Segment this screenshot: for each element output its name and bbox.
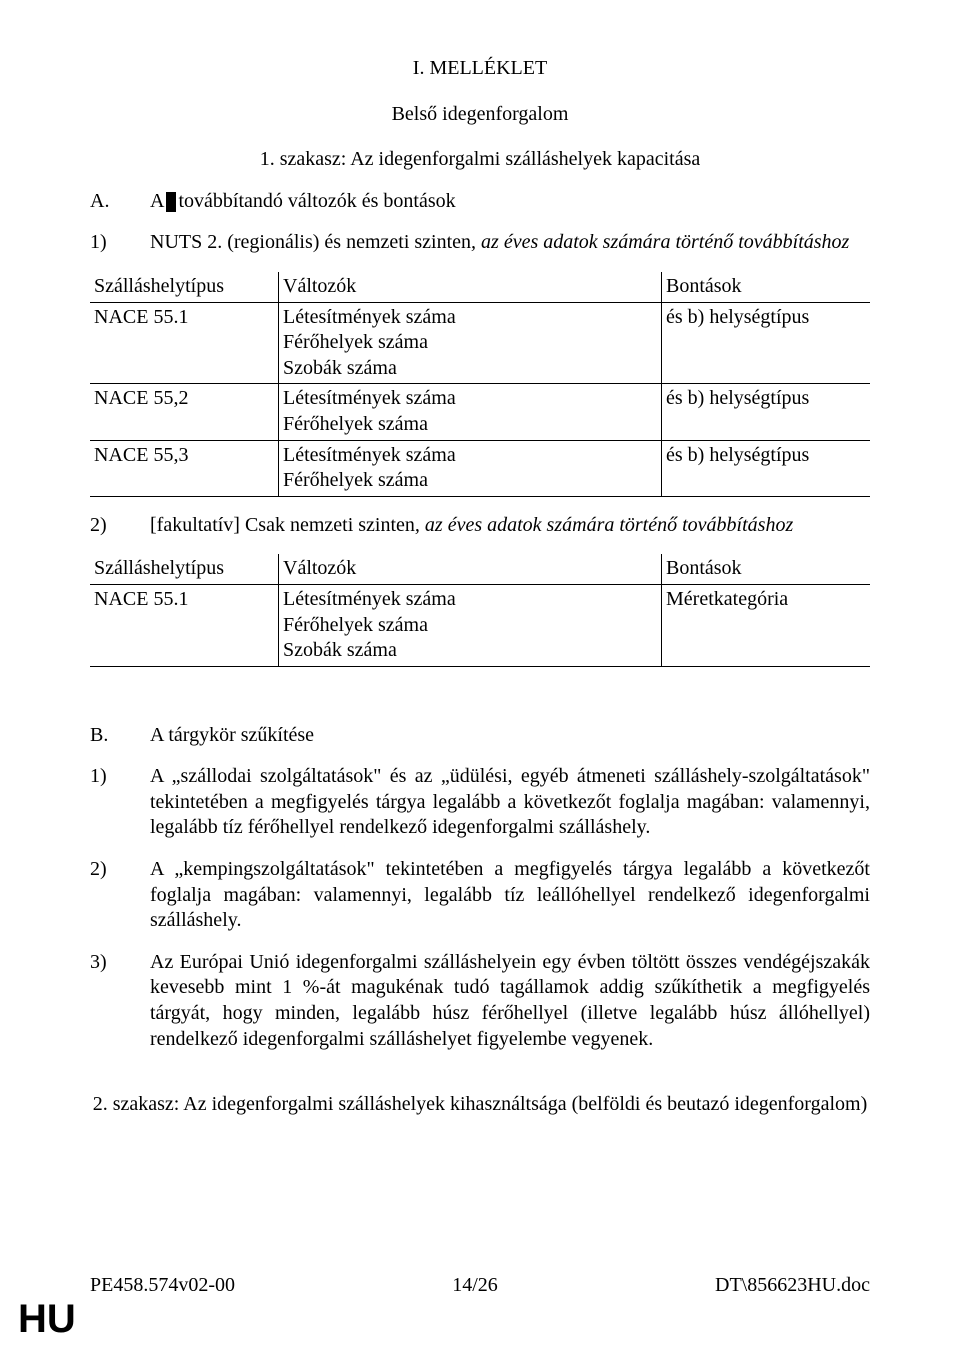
t1-h2: Változók — [279, 272, 662, 302]
language-code: HU — [18, 1294, 76, 1345]
a-item-2-body: [fakultatív] Csak nemzeti szinten, az év… — [150, 513, 870, 539]
a-item-1-num: 1) — [90, 230, 114, 256]
a-text-before: A — [150, 190, 164, 212]
t2-r0-c1: NACE 55.1 — [90, 584, 279, 666]
section-a-text: Atovábbítandó változók és bontások — [150, 189, 456, 215]
t1-r0-c2c: Szobák száma — [283, 356, 657, 382]
t2-h3: Bontások — [662, 554, 871, 584]
footer-center: 14/26 — [452, 1273, 498, 1299]
a-item-2: 2) [fakultatív] Csak nemzeti szinten, az… — [90, 513, 870, 539]
b-item-1-num: 1) — [90, 764, 114, 790]
b-item-1-body: A „szállodai szolgáltatások" és az „üdül… — [150, 764, 870, 841]
a-item-1: 1) NUTS 2. (regionális) és nemzeti szint… — [90, 230, 870, 256]
b-item-3-num: 3) — [90, 950, 114, 976]
footer-right: DT\856623HU.doc — [715, 1273, 870, 1299]
b-item-3: 3) Az Európai Unió idegenforgalmi szállá… — [90, 950, 870, 1052]
section1-title: 1. szakasz: Az idegenforgalmi szálláshel… — [90, 147, 870, 173]
t1-r0-c2b: Férőhelyek száma — [283, 330, 657, 356]
footer-left: PE458.574v02-00 — [90, 1273, 235, 1299]
t1-r2-c2b: Férőhelyek száma — [283, 468, 657, 494]
t2-r0-c2: Létesítmények száma Férőhelyek száma Szo… — [279, 584, 662, 666]
a-text-after: továbbítandó változók és bontások — [178, 190, 455, 212]
t1-h3: Bontások — [662, 272, 871, 302]
redaction-box-icon — [166, 192, 176, 212]
t1-r1-c2: Létesítmények száma Férőhelyek száma — [279, 384, 662, 440]
b-item-3-body: Az Európai Unió idegenforgalmi szálláshe… — [150, 950, 870, 1052]
letter-b: B. — [90, 723, 114, 749]
annex-title: I. MELLÉKLET — [90, 56, 870, 82]
a-item-2-num: 2) — [90, 513, 114, 539]
t2-h1: Szálláshelytípus — [90, 554, 279, 584]
annex-subtitle: Belső idegenforgalom — [90, 102, 870, 128]
t1-r2-c1: NACE 55,3 — [90, 440, 279, 496]
section2-title: 2. szakasz: Az idegenforgalmi szálláshel… — [90, 1092, 870, 1118]
t2-h2: Változók — [279, 554, 662, 584]
b-item-1: 1) A „szállodai szolgáltatások" és az „ü… — [90, 764, 870, 841]
t2-r0-c2a: Létesítmények száma — [283, 587, 657, 613]
t1-r0-c3: és b) helységtípus — [662, 302, 871, 384]
b-item-2-num: 2) — [90, 857, 114, 883]
a-item-1-plain: NUTS 2. (regionális) és nemzeti szinten — [150, 231, 471, 253]
t1-r1-c1: NACE 55,2 — [90, 384, 279, 440]
t2-r0-c3: Méretkategória — [662, 584, 871, 666]
t1-h1: Szálláshelytípus — [90, 272, 279, 302]
letter-a: A. — [90, 189, 114, 215]
t2-r0-c2c: Szobák száma — [283, 638, 657, 664]
a-item-2-plain: [fakultatív] Csak nemzeti szinten — [150, 514, 415, 536]
t1-r0-c1: NACE 55.1 — [90, 302, 279, 384]
t1-r1-c2a: Létesítmények száma — [283, 386, 657, 412]
t1-r0-c2a: Létesítmények száma — [283, 305, 657, 331]
t1-r0-c2: Létesítmények száma Férőhelyek száma Szo… — [279, 302, 662, 384]
section-b-heading: B. A tárgykör szűkítése — [90, 723, 870, 749]
section-b-text: A tárgykör szűkítése — [150, 723, 314, 749]
b-item-2: 2) A „kempingszolgáltatások" tekintetébe… — [90, 857, 870, 934]
section-a-heading: A. Atovábbítandó változók és bontások — [90, 189, 870, 215]
t2-r0-c2b: Férőhelyek száma — [283, 613, 657, 639]
page-footer: PE458.574v02-00 14/26 DT\856623HU.doc — [90, 1273, 870, 1299]
a-item-1-italic: , az éves adatok számára történő továbbí… — [471, 231, 849, 253]
t1-r2-c2: Létesítmények száma Férőhelyek száma — [279, 440, 662, 496]
b-item-2-body: A „kempingszolgáltatások" tekintetében a… — [150, 857, 870, 934]
table-1: Szálláshelytípus Változók Bontások NACE … — [90, 272, 870, 497]
table-2: Szálláshelytípus Változók Bontások NACE … — [90, 554, 870, 666]
t1-r2-c2a: Létesítmények száma — [283, 443, 657, 469]
t1-r2-c3: és b) helységtípus — [662, 440, 871, 496]
t1-r1-c2b: Férőhelyek száma — [283, 412, 657, 438]
t1-r1-c3: és b) helységtípus — [662, 384, 871, 440]
a-item-2-italic: , az éves adatok számára történő továbbí… — [415, 514, 793, 536]
a-item-1-body: NUTS 2. (regionális) és nemzeti szinten,… — [150, 230, 870, 256]
